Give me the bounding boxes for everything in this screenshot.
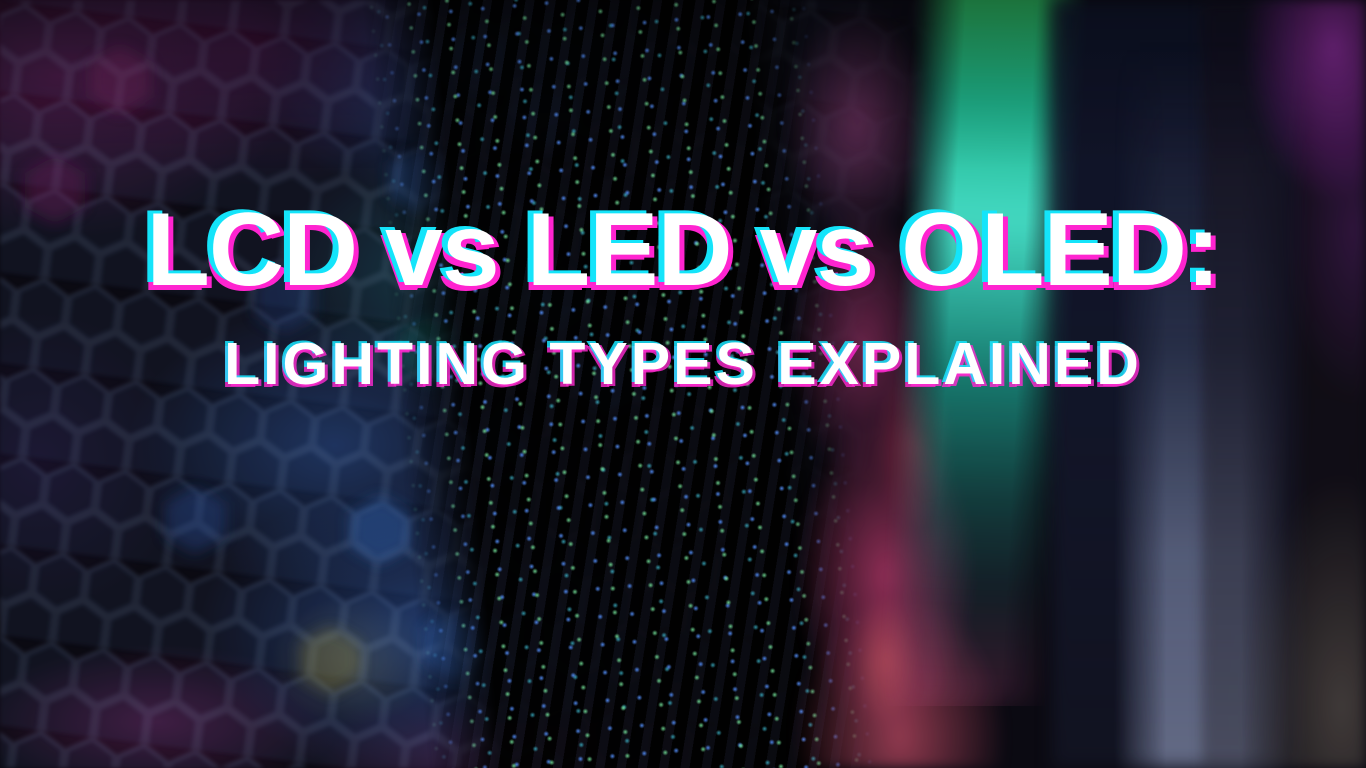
main-title: LCD vs LED vs OLED: bbox=[146, 192, 1220, 308]
subtitle: LIGHTING TYPES EXPLAINED bbox=[224, 331, 1142, 398]
title-block: LCD vs LED vs OLED: LIGHTING TYPES EXPLA… bbox=[0, 192, 1366, 396]
